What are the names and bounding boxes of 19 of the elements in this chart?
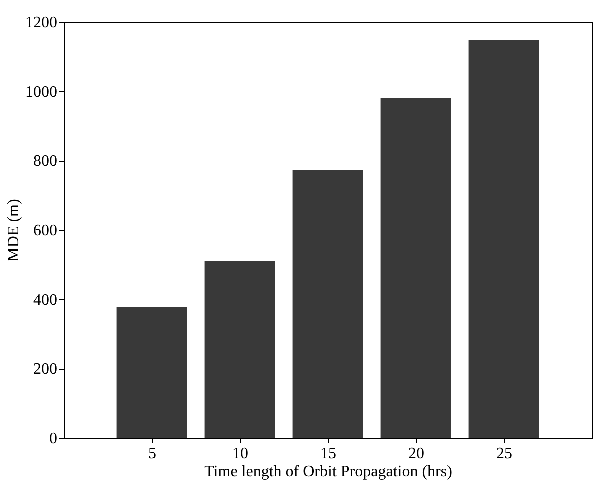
x-axis-title: Time length of Orbit Propagation (hrs) bbox=[204, 464, 452, 480]
x-tick-label: 25 bbox=[496, 446, 512, 462]
y-tick-label: 200 bbox=[34, 361, 58, 378]
y-tick-label: 800 bbox=[34, 153, 58, 170]
y-tick-label: 1200 bbox=[26, 14, 58, 32]
y-axis-title: MDE (m) bbox=[6, 199, 22, 262]
x-tick-label: 20 bbox=[408, 446, 424, 462]
bar bbox=[292, 170, 364, 438]
y-tick-label: 400 bbox=[34, 292, 58, 309]
bar bbox=[380, 98, 452, 438]
x-tick-label: 5 bbox=[148, 446, 156, 462]
x-tick-label: 10 bbox=[232, 446, 248, 462]
y-tick-label: 1000 bbox=[26, 84, 58, 101]
bar bbox=[204, 262, 276, 438]
bar bbox=[116, 307, 188, 438]
x-tick-label: 15 bbox=[320, 446, 336, 462]
y-tick-label: 0 bbox=[50, 430, 58, 448]
y-tick-label: 600 bbox=[34, 222, 58, 240]
bar bbox=[468, 40, 540, 438]
